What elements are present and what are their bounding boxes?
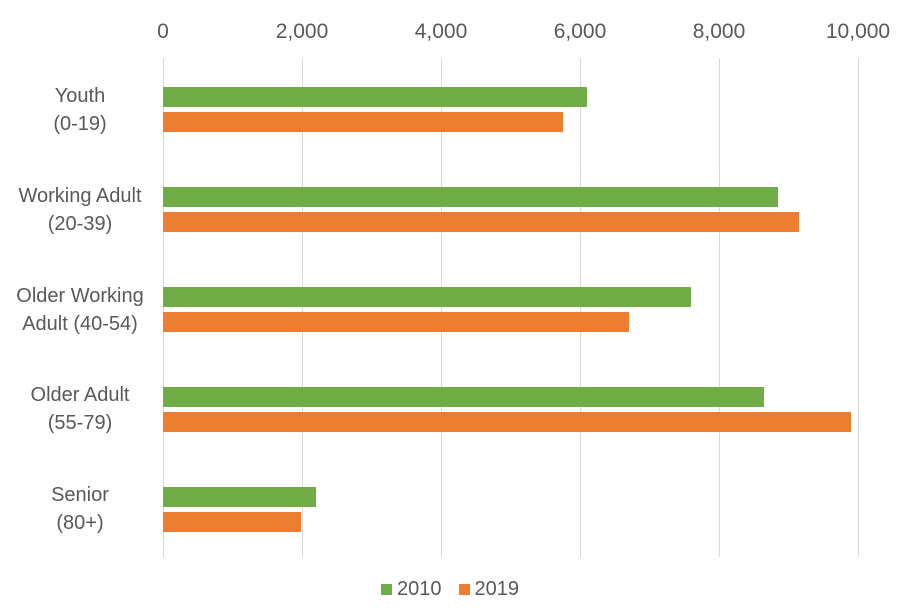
legend-item-2019: 2019 [458, 578, 520, 600]
bar-2010-category-1 [163, 187, 778, 208]
category-label-line: Senior [51, 484, 109, 507]
category-label: Youth (0-19) [0, 82, 160, 138]
gridline [719, 58, 720, 557]
x-axis-tick-label: 0 [157, 20, 169, 43]
category-label-line: Adult (40-54) [22, 312, 138, 335]
category-label-line: Youth [54, 84, 106, 107]
legend: 2010 2019 [0, 578, 900, 600]
gridline [163, 58, 164, 557]
legend-item-2010: 2010 [381, 578, 442, 600]
category-label-line: (0-19) [53, 112, 107, 135]
bar-2019-category-2 [163, 312, 629, 332]
x-axis-tick-label: 10,000 [825, 20, 891, 43]
x-axis-tick-label: 4,000 [414, 20, 468, 43]
category-label-line: (55-79) [47, 412, 113, 435]
gridline [580, 58, 581, 557]
category-label-line: Older Adult [30, 384, 130, 407]
category-label-line: (80+) [56, 512, 104, 535]
x-axis-tick-label: 2,000 [275, 20, 329, 43]
legend-swatch-2010-icon [381, 583, 392, 595]
bar-2010-category-3 [163, 386, 764, 407]
bar-2010-category-2 [163, 287, 691, 307]
category-label: Older Adult (55-79) [0, 381, 160, 437]
legend-label-2010: 2010 [397, 578, 442, 600]
category-label-line: Older Working [16, 284, 144, 307]
bar-2010-category-4 [163, 486, 316, 507]
category-label-line: (20-39) [47, 212, 113, 235]
bar-2019-category-1 [163, 212, 799, 233]
category-label-line: Working Adult [18, 184, 142, 207]
x-axis-tick-label: 6,000 [553, 20, 607, 43]
bar-2019-category-3 [163, 411, 851, 432]
legend-swatch-2019-icon [458, 583, 470, 595]
category-label: Older Working Adult (40-54) [0, 282, 160, 338]
category-label: Working Adult (20-39) [0, 182, 160, 238]
bar-2010-category-0 [163, 87, 587, 108]
x-axis-tick-label: 8,000 [692, 20, 746, 43]
bar-2019-category-0 [163, 112, 563, 133]
gridline [858, 58, 859, 557]
category-label: Senior (80+) [0, 481, 160, 537]
legend-label-2019: 2019 [474, 578, 520, 600]
bar-2019-category-4 [163, 511, 301, 532]
gridline [302, 58, 303, 557]
gridline [441, 58, 442, 557]
